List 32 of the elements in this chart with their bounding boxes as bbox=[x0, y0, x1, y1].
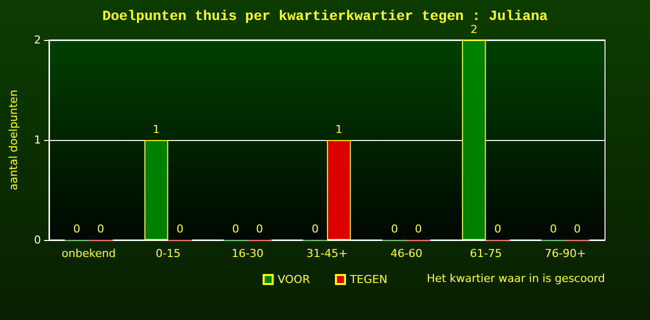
legend-label: TEGEN bbox=[348, 273, 388, 286]
data-label: 0 bbox=[550, 222, 557, 236]
data-label: 0 bbox=[232, 222, 240, 236]
bar bbox=[462, 40, 486, 240]
bar bbox=[144, 140, 168, 240]
x-tick-label: 31-45+ bbox=[306, 247, 348, 260]
legend-label: VOOR bbox=[278, 273, 310, 286]
data-label: 0 bbox=[391, 222, 398, 236]
x-tick-label: onbekend bbox=[62, 247, 116, 260]
y-tick-label: 1 bbox=[34, 134, 41, 146]
data-label: 0 bbox=[414, 222, 422, 236]
x-axis-title: Het kwartier waar in is gescoord bbox=[426, 272, 605, 285]
data-label: 2 bbox=[470, 23, 478, 36]
data-label: 0 bbox=[97, 222, 104, 236]
x-tick-label: 16-30 bbox=[232, 247, 264, 260]
bar bbox=[327, 140, 351, 240]
data-label: 0 bbox=[312, 222, 319, 236]
x-tick-label: 61-75 bbox=[470, 247, 502, 260]
x-tick-label: 76-90+ bbox=[544, 247, 586, 260]
chart-title: Doelpunten thuis per kwartierkwartier tegen : Juliana bbox=[102, 9, 548, 25]
data-label: 0 bbox=[494, 222, 502, 236]
y-axis-title: aantal doelpunten bbox=[7, 90, 20, 190]
data-label: 0 bbox=[574, 222, 581, 236]
data-label: 0 bbox=[176, 222, 184, 236]
data-label: 1 bbox=[335, 123, 342, 136]
data-label: 1 bbox=[152, 123, 160, 136]
x-tick-label: 46-60 bbox=[390, 247, 422, 260]
x-tick-label: 0-15 bbox=[156, 247, 181, 260]
y-tick-label: 2 bbox=[34, 34, 41, 46]
data-label: 0 bbox=[73, 222, 80, 236]
data-label: 0 bbox=[256, 222, 263, 236]
y-tick-label: 0 bbox=[34, 234, 41, 246]
